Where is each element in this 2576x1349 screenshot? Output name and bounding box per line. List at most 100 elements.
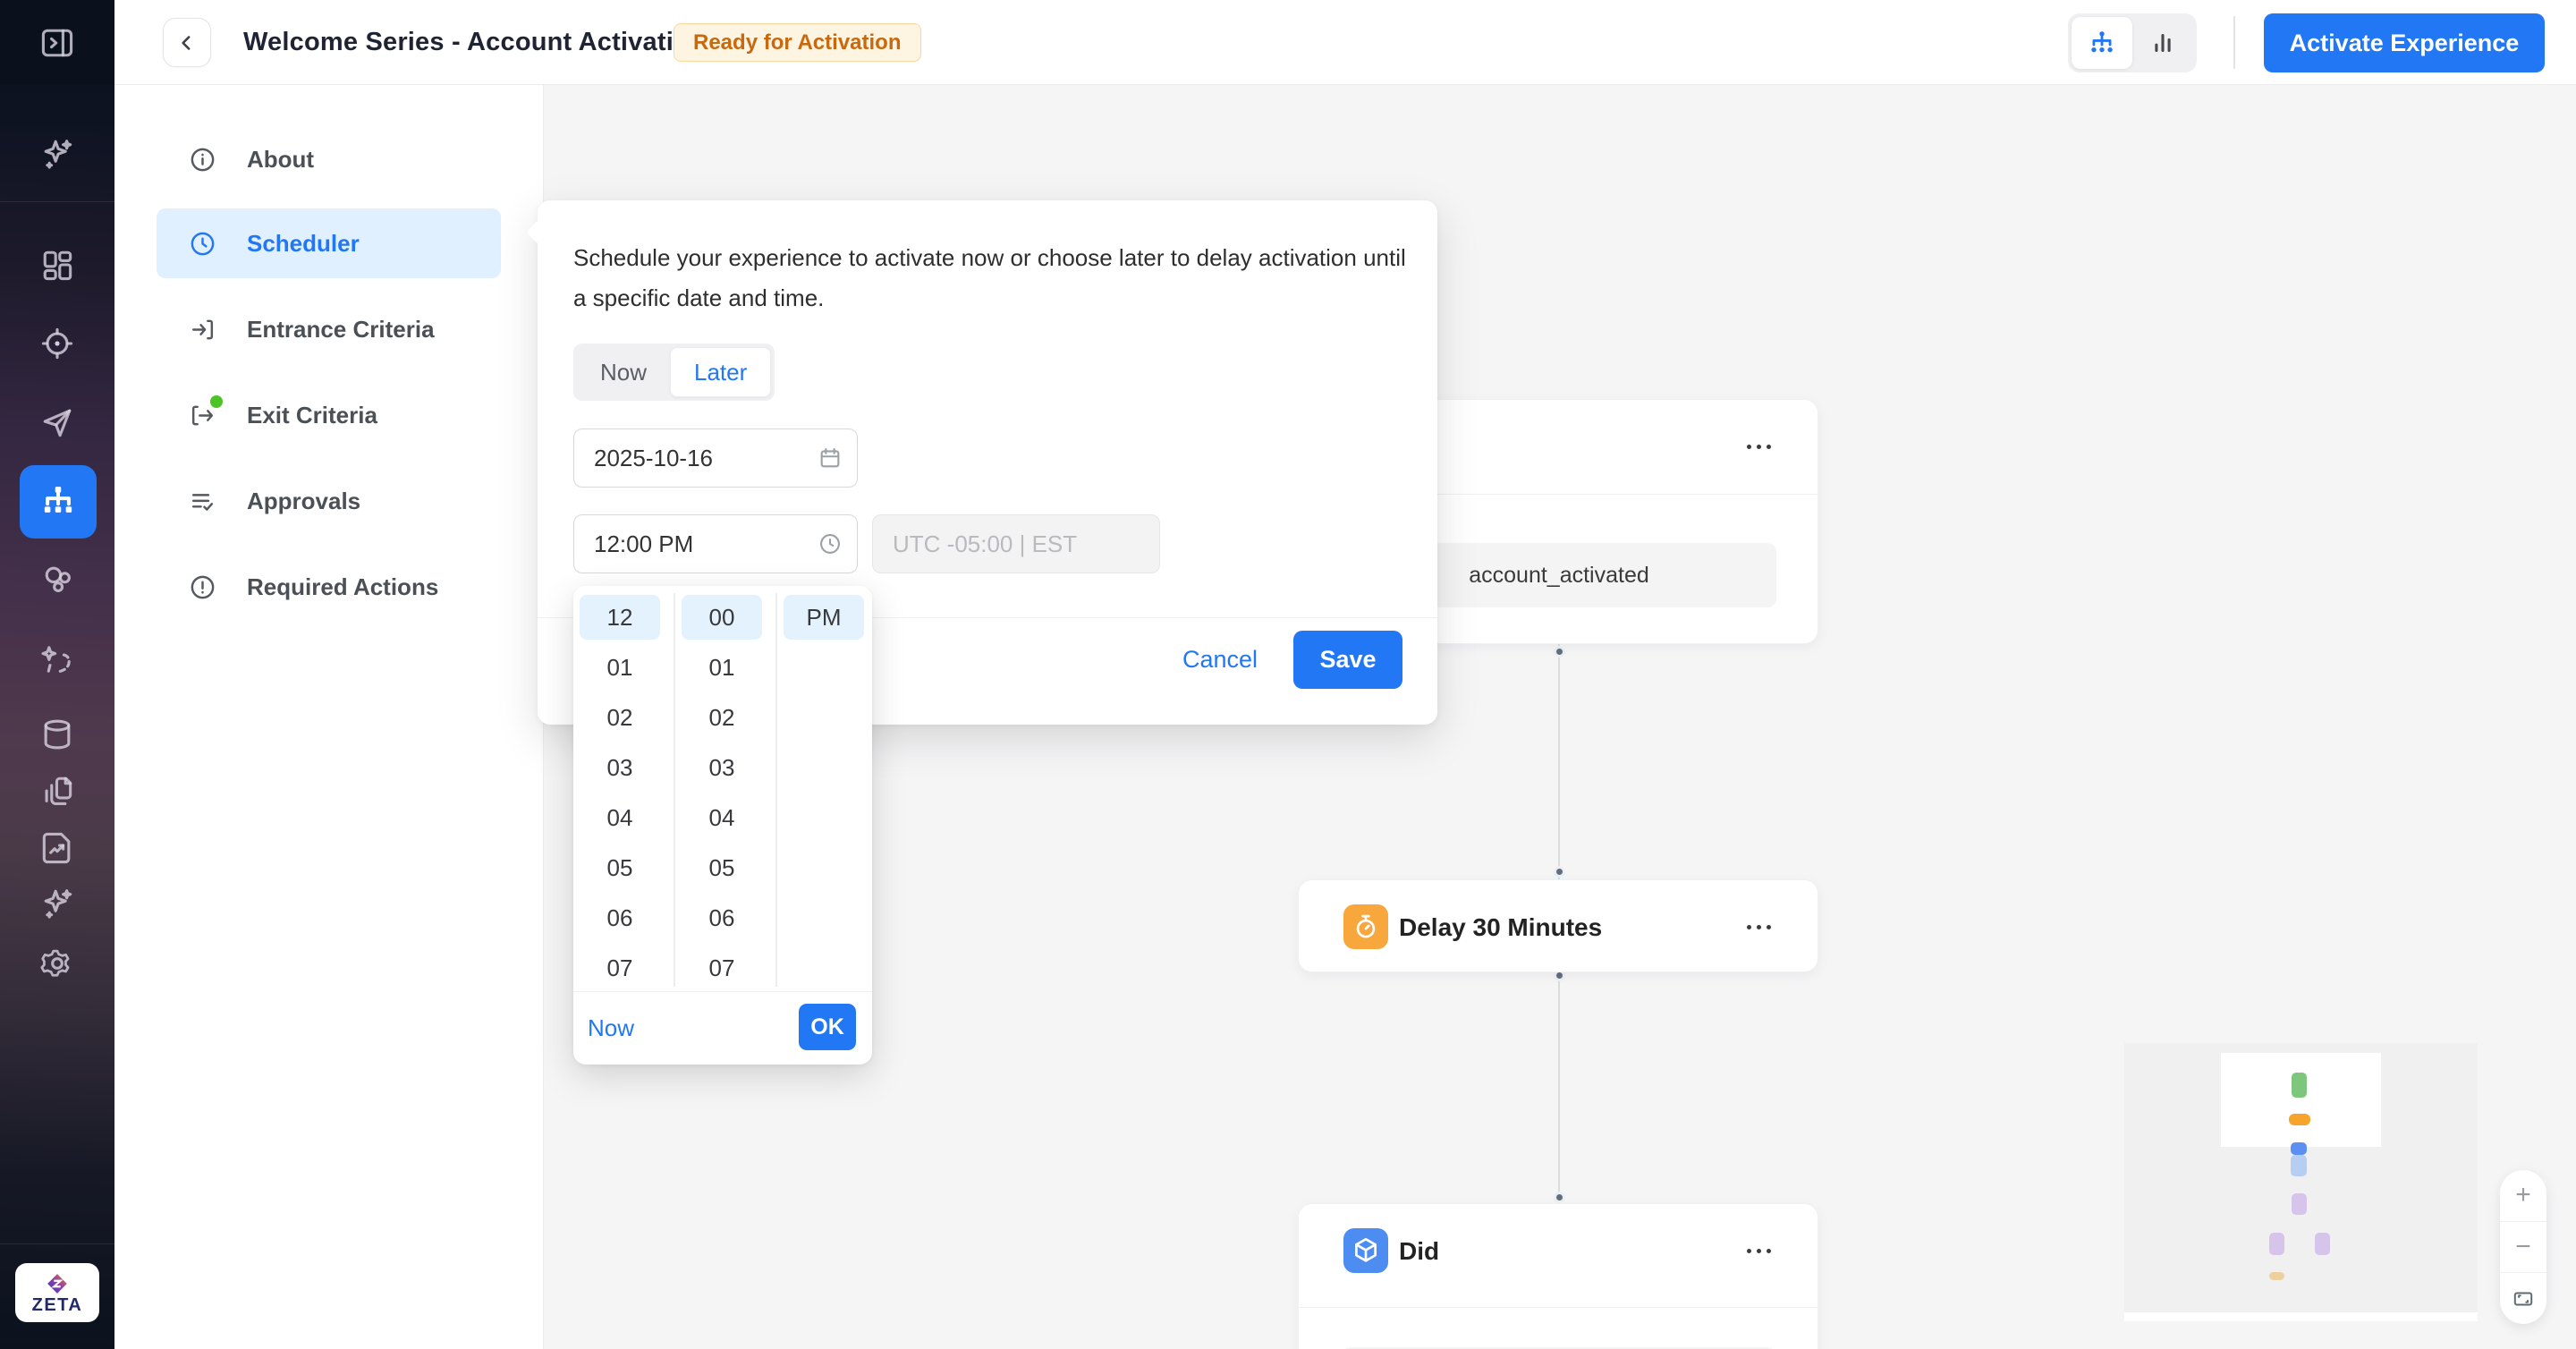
minimap-node-block xyxy=(2289,1114,2310,1125)
period-option[interactable]: PM xyxy=(784,595,864,640)
delay-node[interactable]: Delay 30 Minutes xyxy=(1298,879,1818,972)
zoom-out-button[interactable]: − xyxy=(2500,1220,2546,1273)
rail-item-experiences-active[interactable] xyxy=(20,465,97,539)
minute-column: 00 01 02 03 04 05 06 07 xyxy=(682,595,762,991)
date-input[interactable] xyxy=(574,429,857,487)
report-file-icon xyxy=(42,832,71,864)
calendar-icon[interactable] xyxy=(818,445,843,471)
sidebar-item-exit-criteria[interactable]: Exit Criteria xyxy=(157,380,501,450)
more-menu-icon[interactable] xyxy=(1747,1204,1771,1298)
zeta-logo[interactable]: ZETA xyxy=(15,1263,99,1322)
minute-option[interactable]: 03 xyxy=(708,753,735,781)
clock-icon[interactable] xyxy=(818,531,843,556)
minimap-node-block xyxy=(2269,1233,2284,1255)
more-menu-icon[interactable] xyxy=(1747,400,1771,494)
minute-option[interactable]: 05 xyxy=(708,853,735,881)
dashboard-grid-icon xyxy=(43,250,72,281)
rail-item-segments[interactable] xyxy=(0,544,114,615)
hour-option[interactable]: 02 xyxy=(606,703,633,731)
hour-option[interactable]: 04 xyxy=(606,803,633,831)
zeta-diamond-icon xyxy=(47,1273,67,1294)
journey-path-icon xyxy=(41,646,71,673)
sparkle-icon xyxy=(44,140,72,169)
did-node-title: Did xyxy=(1399,1236,1440,1265)
cancel-button[interactable]: Cancel xyxy=(1182,646,1258,673)
mode-now-segment[interactable]: Now xyxy=(600,358,648,386)
page-title: Welcome Series - Account Activation xyxy=(243,28,706,56)
minimap-node-block xyxy=(2291,1142,2307,1155)
rail-item-reports[interactable] xyxy=(0,812,114,884)
sidebar-item-label: Exit Criteria xyxy=(247,401,377,428)
info-icon xyxy=(191,148,215,171)
did-node-header: Did xyxy=(1299,1204,1818,1298)
save-button[interactable]: Save xyxy=(1293,631,1402,689)
minute-option[interactable]: 02 xyxy=(708,703,735,731)
sidebar-item-required-actions[interactable]: Required Actions xyxy=(157,552,501,622)
rail-item-campaigns[interactable] xyxy=(0,386,114,458)
hour-option[interactable]: 07 xyxy=(606,954,633,981)
rail-item-ai-tools[interactable] xyxy=(0,868,114,939)
cube-icon xyxy=(1343,1228,1388,1273)
sidebar-item-approvals[interactable]: Approvals xyxy=(157,466,501,536)
mode-later-segment[interactable]: Later xyxy=(670,347,772,397)
analytics-view-button[interactable] xyxy=(2132,17,2193,69)
header-divider xyxy=(2233,16,2235,69)
hour-option[interactable]: 05 xyxy=(606,853,633,881)
zeta-logo-text: ZETA xyxy=(31,1294,83,1315)
sidebar-item-about[interactable]: About xyxy=(157,124,501,194)
minute-option[interactable]: 06 xyxy=(708,904,735,931)
more-menu-icon[interactable] xyxy=(1747,880,1771,974)
activate-experience-button[interactable]: Activate Experience xyxy=(2264,13,2545,72)
minute-option[interactable]: 04 xyxy=(708,803,735,831)
column-divider xyxy=(674,593,675,987)
rail-item-ai-assistant[interactable] xyxy=(0,118,114,190)
minimap-node-block xyxy=(2291,1155,2307,1176)
minute-option[interactable]: 00 xyxy=(682,595,762,640)
minimap-bottom-strip xyxy=(2124,1312,2478,1321)
rail-item-settings[interactable] xyxy=(0,928,114,999)
time-picker-dropdown: 12 01 02 03 04 05 06 07 00 01 02 03 04 0… xyxy=(573,586,872,1065)
segments-circles-icon xyxy=(45,566,71,593)
minimap-viewport[interactable] xyxy=(2221,1053,2381,1147)
now-link[interactable]: Now xyxy=(588,1014,635,1041)
delay-node-title: Delay 30 Minutes xyxy=(1399,912,1603,941)
connector-dot xyxy=(1554,1192,1565,1203)
sidebar-item-label: Entrance Criteria xyxy=(247,315,435,343)
zoom-in-button[interactable]: + xyxy=(2515,1180,2531,1210)
hour-option[interactable]: 12 xyxy=(580,595,660,640)
rail-item-templates[interactable] xyxy=(0,755,114,827)
collapse-panel-button[interactable] xyxy=(0,7,114,79)
did-node[interactable]: Did xyxy=(1298,1203,1818,1349)
rail-item-dashboard[interactable] xyxy=(0,229,114,301)
fit-screen-button[interactable] xyxy=(2500,1272,2546,1324)
popover-footer-divider xyxy=(538,617,1437,618)
experience-settings-sidebar: About Scheduler Entrance Criteria Exit C… xyxy=(114,85,544,1349)
approvals-list-icon xyxy=(191,493,214,511)
rail-item-paths[interactable] xyxy=(0,624,114,695)
hour-option[interactable]: 06 xyxy=(606,904,633,931)
sidebar-item-entrance-criteria[interactable]: Entrance Criteria xyxy=(157,294,501,364)
alert-circle-icon xyxy=(191,575,215,598)
minimap[interactable] xyxy=(2124,1043,2478,1321)
fit-screen-icon xyxy=(2513,1292,2533,1306)
ok-button[interactable]: OK xyxy=(799,1004,856,1050)
popover-footer: Cancel Save xyxy=(1182,631,1402,689)
database-icon xyxy=(44,719,71,750)
zoom-controls: + − xyxy=(2500,1170,2546,1324)
minute-option[interactable]: 07 xyxy=(708,954,735,981)
time-input[interactable] xyxy=(574,515,857,573)
hour-option[interactable]: 03 xyxy=(606,753,633,781)
minute-option[interactable]: 01 xyxy=(708,653,735,681)
rail-item-data[interactable] xyxy=(0,699,114,770)
back-button[interactable] xyxy=(163,18,211,67)
period-column: PM xyxy=(784,595,864,645)
event-chip[interactable] xyxy=(1342,1347,1776,1349)
rail-divider xyxy=(0,201,114,202)
rail-item-audiences[interactable] xyxy=(0,308,114,379)
flow-view-button[interactable] xyxy=(2072,17,2132,69)
sidebar-item-scheduler[interactable]: Scheduler xyxy=(157,208,501,278)
minimap-node-block xyxy=(2292,1073,2307,1098)
hour-option[interactable]: 01 xyxy=(606,653,633,681)
chevron-left-icon xyxy=(182,35,191,50)
